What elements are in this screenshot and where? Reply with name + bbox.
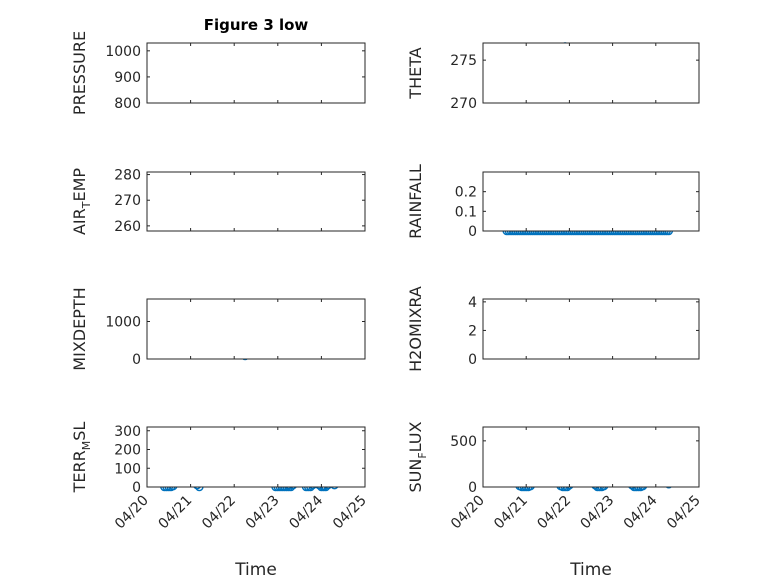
- x-tick-label: 04/22: [534, 493, 574, 533]
- figure-title: Figure 3 low: [204, 16, 309, 34]
- y-tick-label: 275: [450, 53, 477, 69]
- axes-frame: [482, 42, 700, 104]
- x-tick-label: 04/24: [621, 492, 661, 532]
- axes-frame: [482, 171, 700, 232]
- axes-frame: [146, 171, 366, 232]
- y-axis-label-subscript: T: [80, 201, 93, 209]
- y-axis-label: SUNFLUX: [406, 421, 429, 492]
- y-tick-label: 900: [114, 70, 141, 86]
- axes-frame: [146, 42, 366, 104]
- y-tick-label: 800: [114, 96, 141, 112]
- y-tick-label: 500: [450, 434, 477, 450]
- x-tick-label: 04/24: [286, 492, 326, 532]
- axes-frame: [482, 298, 700, 360]
- x-tick-label: 04/25: [330, 493, 370, 533]
- x-tick-label: 04/21: [491, 493, 531, 533]
- x-axis-label: Time: [234, 560, 277, 580]
- y-tick-label: 0.2: [455, 185, 477, 201]
- subplot-pressure: 800 900 1000 PRESSURE Figure 3 low: [70, 16, 366, 115]
- y-axis-label-part: SL: [70, 422, 89, 441]
- y-axis-label: TERRMSL: [70, 422, 93, 494]
- y-tick-label: 270: [450, 96, 477, 112]
- x-tick-label: 04/21: [156, 493, 196, 533]
- y-tick-label: 4: [468, 295, 477, 311]
- subplot-sun-flux: 0 500 SUNFLUX 04/20 04/21 04/22 04/23 04/24 04/2…: [406, 421, 704, 580]
- y-axis-label: THETA: [406, 47, 425, 99]
- y-axis-label: AIRTEMP: [70, 168, 93, 235]
- y-tick-label: 0: [468, 480, 477, 496]
- y-tick-label: 260: [114, 219, 141, 235]
- y-tick-label: 0.1: [455, 204, 477, 220]
- y-axis-label-subscript: M: [80, 441, 93, 451]
- subplot-mixdepth: 0 1000 MIXDEPTH: [70, 287, 366, 371]
- x-tick-label: 04/20: [112, 493, 152, 533]
- y-axis-label-part: AIR: [70, 208, 89, 235]
- x-axis-label: Time: [569, 560, 612, 580]
- x-tick-label: 04/23: [243, 493, 283, 533]
- y-axis-label: PRESSURE: [70, 31, 89, 115]
- subplot-theta: 270 275 THETA: [406, 42, 700, 112]
- subplot-h2omixra: 0 2 4 H2OMIXRA: [406, 286, 700, 372]
- x-tick-label: 04/25: [664, 493, 704, 533]
- subplot-air-temp: 260 270 280 AIRTEMP: [70, 168, 366, 235]
- y-axis-label-part: LUX: [406, 421, 425, 452]
- axes-frame: [146, 298, 366, 360]
- subplot-rainfall: 0 0.1 0.2 RAINFALL: [406, 164, 700, 240]
- x-tick-label: 04/23: [578, 493, 618, 533]
- x-tick-label: 04/20: [448, 493, 488, 533]
- y-axis-label: H2OMIXRA: [406, 286, 425, 372]
- y-tick-label: 2: [468, 323, 477, 339]
- y-axis-label-part: EMP: [70, 168, 89, 202]
- y-tick-label: 0: [468, 224, 477, 240]
- y-tick-label: 270: [114, 193, 141, 209]
- y-axis-label-part: TERR: [70, 450, 89, 493]
- y-axis-label: MIXDEPTH: [70, 287, 89, 370]
- y-tick-label: 0: [468, 352, 477, 368]
- axes-frame: [146, 426, 366, 488]
- y-tick-label: 100: [114, 461, 141, 477]
- y-tick-label: 1000: [105, 44, 141, 60]
- y-tick-label: 300: [114, 424, 141, 440]
- y-tick-label: 1000: [105, 315, 141, 331]
- y-tick-label: 280: [114, 168, 141, 184]
- y-tick-label: 200: [114, 443, 141, 459]
- x-tick-label: 04/22: [199, 493, 239, 533]
- y-axis-label: RAINFALL: [406, 164, 425, 239]
- y-axis-label-subscript: F: [416, 452, 429, 458]
- y-tick-label: 0: [132, 480, 141, 496]
- y-axis-label-part: SUN: [406, 459, 425, 493]
- y-tick-label: 0: [132, 352, 141, 368]
- axes-frame: [482, 426, 700, 488]
